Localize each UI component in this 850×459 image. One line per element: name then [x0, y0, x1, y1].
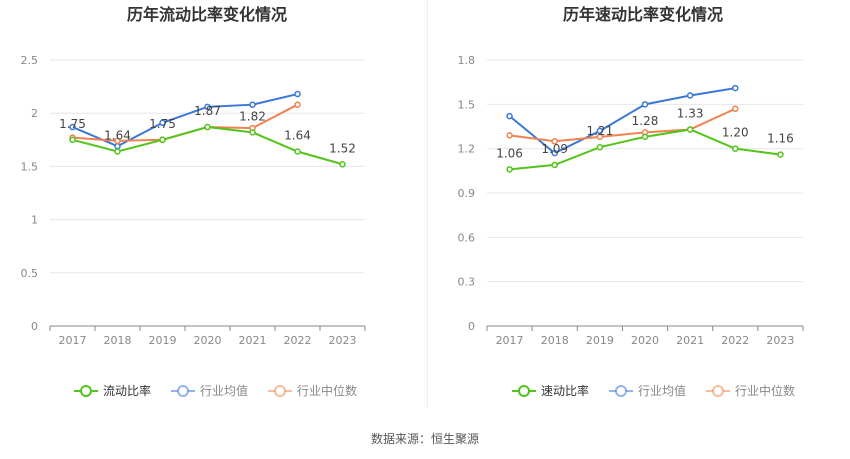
data-point [641, 133, 649, 141]
x-tick-label: 2019 [586, 334, 614, 347]
data-point [249, 101, 256, 108]
data-label: 1.20 [722, 126, 749, 140]
x-tick-label: 2023 [766, 334, 794, 347]
data-point [551, 138, 558, 145]
data-point [506, 132, 513, 139]
data-point [596, 133, 604, 141]
quick-ratio-chart: 历年速动比率变化情况 0 0.3 0.6 0.9 1.2 1.5 1.8 2017 2018 201… [458, 5, 804, 398]
data-point [159, 119, 166, 127]
data-label: 1.82 [239, 109, 266, 123]
y-tick-label: 2 [31, 107, 38, 120]
x-tick-label: 2022 [284, 334, 312, 347]
legend-label: 流动比率 [103, 383, 151, 398]
y-tick-label: 0.5 [21, 267, 39, 280]
legend-label: 行业中位数 [735, 383, 795, 398]
x-tick-label: 2021 [239, 334, 267, 347]
data-point [159, 136, 166, 144]
x-tick-label: 2021 [676, 334, 704, 347]
panel-divider [427, 0, 428, 408]
chart-title: 历年流动比率变化情况 [127, 5, 287, 24]
y-tick-label: 0.6 [458, 231, 476, 244]
y-tick-label: 0.9 [458, 187, 476, 200]
data-label: 1.64 [104, 129, 131, 143]
data-point [204, 103, 211, 111]
y-tick-label: 0 [31, 320, 38, 333]
data-point [596, 143, 604, 151]
data-label: 1.16 [767, 132, 794, 146]
data-point [204, 123, 211, 131]
data-point [551, 149, 558, 157]
data-label: 1.28 [632, 114, 659, 128]
x-tick-label: 2022 [721, 334, 749, 347]
y-tick-label: 1.2 [458, 143, 476, 156]
data-point [732, 145, 739, 152]
data-point [506, 112, 513, 120]
y-tick-label: 1.8 [458, 54, 476, 67]
x-tick-label: 2017 [496, 334, 524, 347]
data-label: 1.09 [541, 142, 568, 156]
data-point [777, 151, 784, 158]
x-tick-label: 2020 [631, 334, 659, 347]
y-tick-label: 0.3 [458, 276, 476, 289]
legend-marker [518, 385, 530, 397]
series-line [72, 93, 298, 148]
y-tick-label: 0 [468, 320, 475, 333]
data-point [686, 92, 694, 99]
legend-marker [712, 385, 724, 397]
data-label: 1.75 [59, 117, 86, 131]
x-tick-label: 2018 [541, 334, 569, 347]
series-line [508, 87, 736, 155]
data-label: 1.06 [496, 146, 523, 160]
x-tick-label: 2023 [329, 334, 357, 347]
data-point [114, 137, 121, 145]
legend-label: 行业中位数 [297, 383, 357, 398]
x-tick-label: 2020 [194, 334, 222, 347]
data-point [732, 84, 739, 92]
x-tick-label: 2019 [149, 334, 177, 347]
data-point [294, 90, 301, 98]
data-point [339, 161, 346, 168]
legend-label: 速动比率 [541, 383, 589, 398]
data-label: 1.64 [284, 129, 311, 143]
legend-marker [274, 385, 286, 397]
data-label: 1.21 [586, 124, 613, 138]
data-label: 1.75 [149, 117, 176, 131]
data-point [641, 101, 649, 108]
data-point [686, 126, 694, 133]
data-point [249, 129, 256, 136]
y-tick-label: 1.5 [458, 98, 476, 111]
data-point [551, 161, 558, 169]
data-point [294, 101, 301, 108]
y-tick-label: 1 [31, 214, 38, 227]
data-point [114, 148, 121, 155]
y-tick-label: 1.5 [21, 160, 39, 173]
data-point [732, 105, 739, 113]
legend-marker [80, 385, 92, 397]
y-tick-label: 2.5 [21, 54, 39, 67]
series-line [509, 107, 736, 143]
data-label: 1.33 [677, 106, 704, 120]
data-point [506, 166, 513, 173]
data-label: 1.52 [329, 141, 356, 155]
data-label: 1.87 [194, 104, 221, 118]
data-point [69, 123, 76, 131]
legend-label: 行业均值 [200, 383, 248, 398]
data-point [69, 136, 76, 144]
data-source-text: 数据来源：恒生聚源 [370, 432, 479, 446]
legend-label: 行业均值 [638, 383, 686, 398]
x-tick-label: 2018 [104, 334, 132, 347]
data-point [294, 148, 301, 155]
data-point [114, 142, 121, 150]
legend-marker [615, 385, 627, 397]
x-tick-label: 2017 [59, 334, 87, 347]
chart-title: 历年速动比率变化情况 [563, 5, 723, 24]
data-point [596, 127, 604, 135]
legend-marker [177, 385, 189, 397]
